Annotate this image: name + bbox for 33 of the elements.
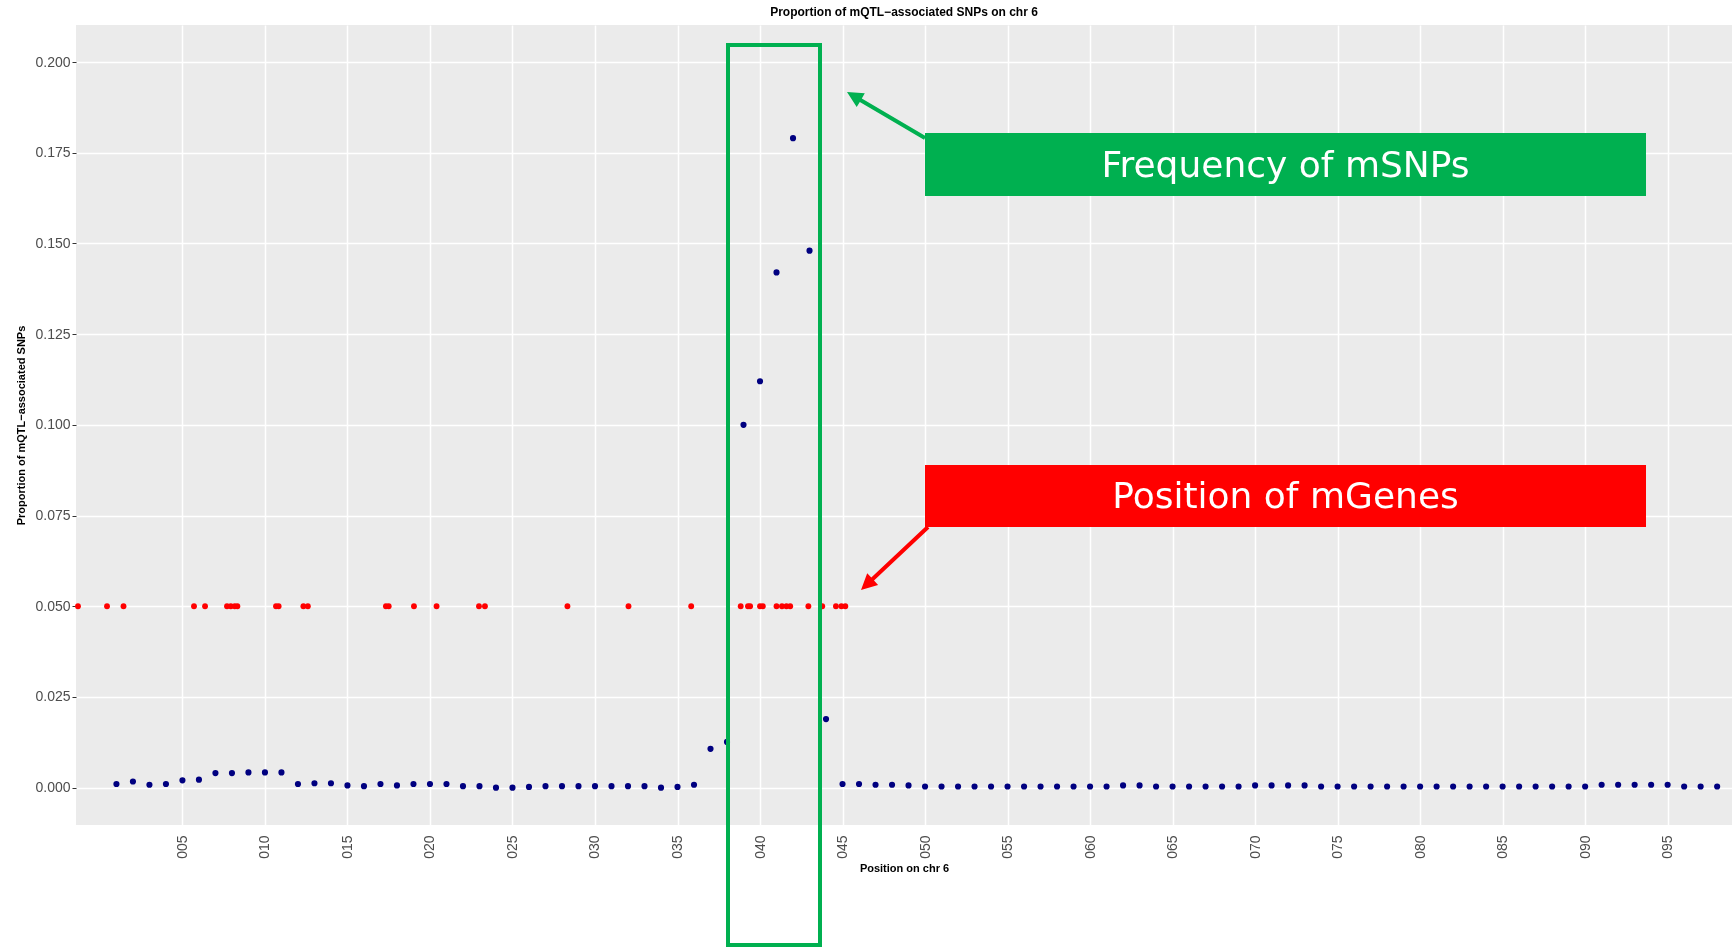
y-tick-label: 0.075 xyxy=(35,507,71,524)
annotation: Position of mGenes xyxy=(1112,475,1459,516)
x-tick-label: 035 xyxy=(669,835,686,859)
y-tick-label: 0.125 xyxy=(35,325,71,342)
x-tick-label: 005 xyxy=(173,835,190,859)
x-tick-label: 090 xyxy=(1576,835,1593,859)
x-tick-label: 045 xyxy=(834,835,851,859)
x-tick-label: 025 xyxy=(503,835,520,859)
x-tick-label: 040 xyxy=(751,835,768,859)
x-tick-label: 030 xyxy=(586,835,603,859)
x-tick-label: 095 xyxy=(1659,835,1676,859)
x-tick-label: 015 xyxy=(338,835,355,859)
y-axis-title: Proportion of mQTL−associated SNPs xyxy=(15,325,28,526)
x-tick-label: 070 xyxy=(1246,835,1263,859)
y-tick-label: 0.025 xyxy=(35,688,71,705)
x-tick-label: 010 xyxy=(256,835,273,859)
x-axis-title: Position on chr 6 xyxy=(859,861,950,874)
x-tick-label: 055 xyxy=(999,835,1016,859)
x-tick-label: 060 xyxy=(1081,835,1098,859)
chart-title: Proportion of mQTL−associated SNPs on chr 6 xyxy=(770,5,1039,19)
y-tick-label: 0.200 xyxy=(35,53,71,70)
y-tick-label: 0.000 xyxy=(35,779,71,796)
x-tick-label: 050 xyxy=(916,835,933,859)
x-tick-label: 075 xyxy=(1329,835,1346,859)
y-tick-label: 0.150 xyxy=(35,234,71,251)
annotation: Frequency of mSNPs xyxy=(1101,143,1470,185)
x-tick-label: 065 xyxy=(1164,835,1181,859)
x-tick-label: 085 xyxy=(1494,835,1511,859)
y-tick-label: 0.050 xyxy=(35,597,71,614)
x-tick-label: 080 xyxy=(1411,835,1428,859)
y-tick-label: 0.100 xyxy=(35,416,71,433)
x-tick-label: 020 xyxy=(421,835,438,859)
y-tick-label: 0.175 xyxy=(35,144,71,161)
